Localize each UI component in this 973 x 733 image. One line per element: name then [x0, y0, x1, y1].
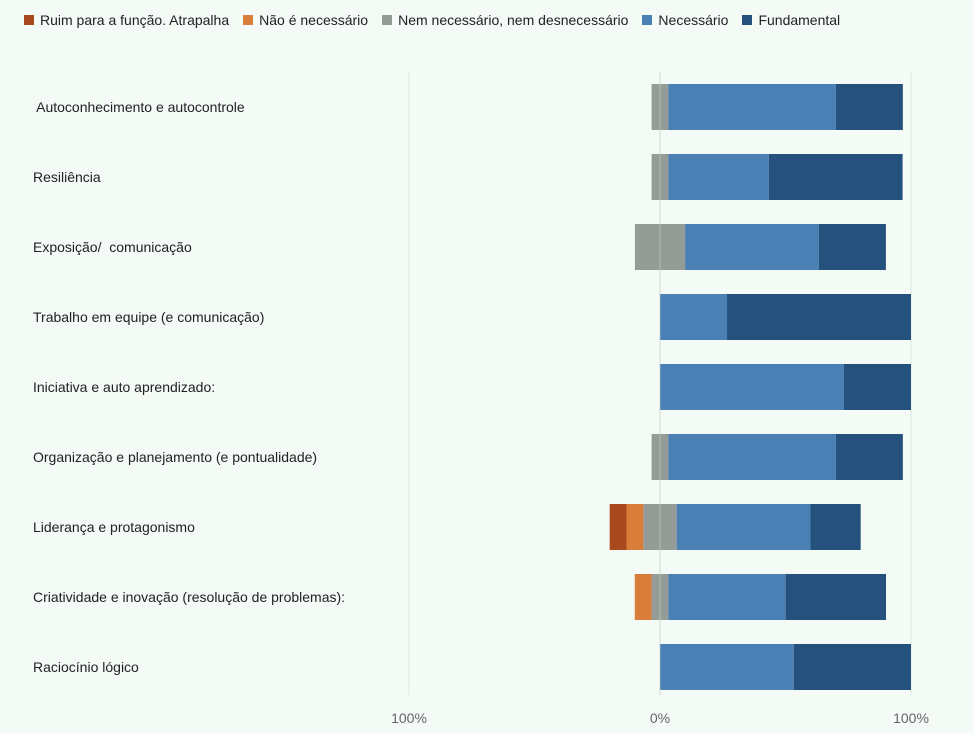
legend-swatch-ruim: [24, 15, 34, 25]
bar-segment: [660, 574, 669, 620]
legend-item-neutro[interactable]: Nem necessário, nem desnecessário: [382, 12, 628, 28]
legend-label-ruim: Ruim para a função. Atrapalha: [40, 12, 230, 28]
category-label: Autoconhecimento e autocontrole: [33, 99, 245, 115]
bar-segment: [835, 434, 903, 480]
bar-segment: [676, 504, 811, 550]
legend-item-ruim[interactable]: Ruim para a função. Atrapalha: [24, 12, 229, 28]
bar-segment: [660, 644, 794, 690]
bar-segment: [660, 364, 844, 410]
bar-segment: [660, 84, 669, 130]
category-label: Iniciativa e auto aprendizado:: [33, 379, 215, 395]
bar-segment: [634, 224, 660, 270]
legend-label-nao-necessario: Não é necessário: [259, 12, 369, 28]
bar-segment: [727, 294, 911, 340]
bar-segment: [660, 434, 669, 480]
category-label: Trabalho em equipe (e comunicação): [33, 309, 264, 325]
bar-segment: [626, 504, 644, 550]
category-label: Resiliência: [33, 169, 101, 185]
bar-segment: [685, 224, 819, 270]
bar-segment: [668, 434, 836, 480]
bar-segment: [668, 84, 836, 130]
bar-segment: [810, 504, 861, 550]
category-label: Exposição/ comunicação: [33, 239, 192, 255]
bar-segment: [668, 574, 786, 620]
bar-segment: [835, 84, 903, 130]
bar-segment: [634, 574, 652, 620]
legend-item-necessario[interactable]: Necessário: [642, 12, 728, 28]
bar-segment: [768, 154, 903, 200]
bar-segment: [818, 224, 886, 270]
x-tick-label: 100%: [391, 710, 427, 726]
legend-swatch-nao-necessario: [243, 15, 254, 25]
bar-segment: [651, 84, 660, 130]
category-label: Criatividade e inovação (resolução de pr…: [33, 589, 345, 605]
legend-label-neutro: Nem necessário, nem desnecessário: [398, 12, 629, 28]
legend-swatch-fundamental: [742, 15, 753, 25]
bar-segment: [785, 574, 887, 620]
legend-swatch-necessario: [642, 15, 653, 25]
legend-swatch-neutro: [382, 15, 393, 25]
legend-item-fundamental[interactable]: Fundamental: [742, 12, 840, 28]
bar-segment: [651, 434, 660, 480]
bar-segment: [643, 504, 660, 550]
category-label: Liderança e protagonismo: [33, 519, 195, 535]
legend-label-fundamental: Fundamental: [758, 12, 841, 28]
bar-segment: [660, 294, 728, 340]
bar-segment: [793, 644, 911, 690]
bar-segment: [651, 574, 660, 620]
x-tick-label: 0%: [650, 710, 670, 726]
legend: Ruim para a função. Atrapalha Não é nece…: [24, 8, 854, 32]
bar-segment: [660, 154, 669, 200]
x-tick-label: 100%: [893, 710, 929, 726]
bar-segment: [609, 504, 627, 550]
category-label: Raciocínio lógico: [33, 659, 139, 675]
category-label: Organização e planejamento (e pontualida…: [33, 449, 317, 465]
bar-segment: [660, 504, 677, 550]
legend-label-necessario: Necessário: [658, 12, 729, 28]
legend-item-nao-necessario[interactable]: Não é necessário: [243, 12, 368, 28]
bar-segment: [660, 224, 686, 270]
bar-segment: [651, 154, 660, 200]
bar-segment: [668, 154, 769, 200]
bar-segment: [843, 364, 911, 410]
